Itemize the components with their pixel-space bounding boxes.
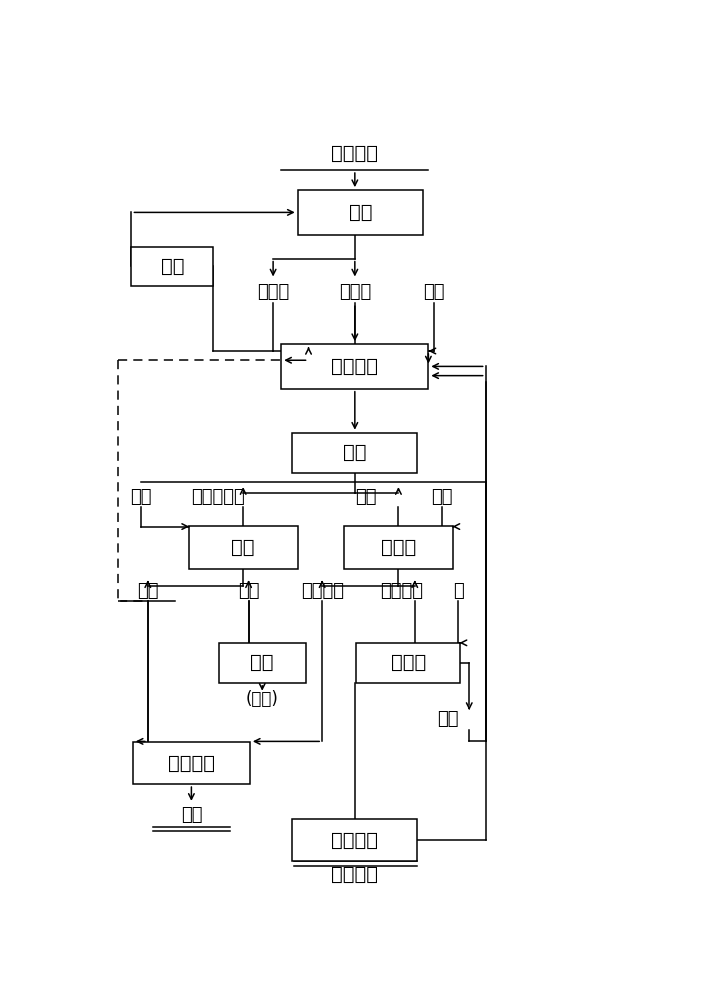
Bar [131, 247, 213, 286]
Text: 酸溶滤液: 酸溶滤液 [380, 582, 423, 600]
Text: 粗氧化铋: 粗氧化铋 [331, 144, 378, 163]
Text: 母液: 母液 [437, 710, 458, 728]
Text: 铋锝: 铋锝 [181, 806, 202, 824]
Text: 酸溶解: 酸溶解 [381, 538, 416, 557]
Bar [219, 643, 306, 683]
Text: 筛上物: 筛上物 [257, 283, 289, 301]
Text: 次硒酸铋: 次硒酸铋 [331, 830, 378, 849]
Bar [292, 433, 418, 473]
Text: 处理: 处理 [250, 653, 274, 672]
Bar [133, 742, 250, 784]
Text: 碌液: 碌液 [131, 488, 152, 506]
Text: 球磨: 球磨 [160, 257, 184, 276]
Text: 铋渣: 铋渣 [137, 582, 159, 600]
Text: 次硒酸铋: 次硒酸铋 [331, 865, 378, 884]
Text: 火法冶炼: 火法冶炼 [168, 753, 215, 772]
Text: 酸不溶物: 酸不溶物 [301, 582, 344, 600]
Bar [297, 190, 423, 235]
Text: 硒酸: 硒酸 [423, 283, 444, 301]
Text: 水解槽: 水解槽 [391, 653, 426, 672]
Bar [281, 344, 428, 389]
Text: 压滤: 压滤 [343, 443, 366, 462]
Text: 硒酸: 硒酸 [431, 488, 453, 506]
Bar [344, 526, 453, 569]
Text: (排放): (排放) [246, 690, 278, 708]
Text: 过筛: 过筛 [349, 203, 372, 222]
Bar [188, 526, 297, 569]
Text: 沉铋: 沉铋 [231, 538, 255, 557]
Text: 筛下物: 筛下物 [339, 283, 371, 301]
Bar [356, 643, 460, 683]
Text: 水: 水 [453, 582, 464, 600]
Text: 化学杂质液: 化学杂质液 [191, 488, 245, 506]
Text: 滤饼: 滤饼 [355, 488, 377, 506]
Text: 化学除杂: 化学除杂 [331, 357, 378, 376]
Bar [292, 819, 418, 861]
Text: 废液: 废液 [238, 582, 259, 600]
